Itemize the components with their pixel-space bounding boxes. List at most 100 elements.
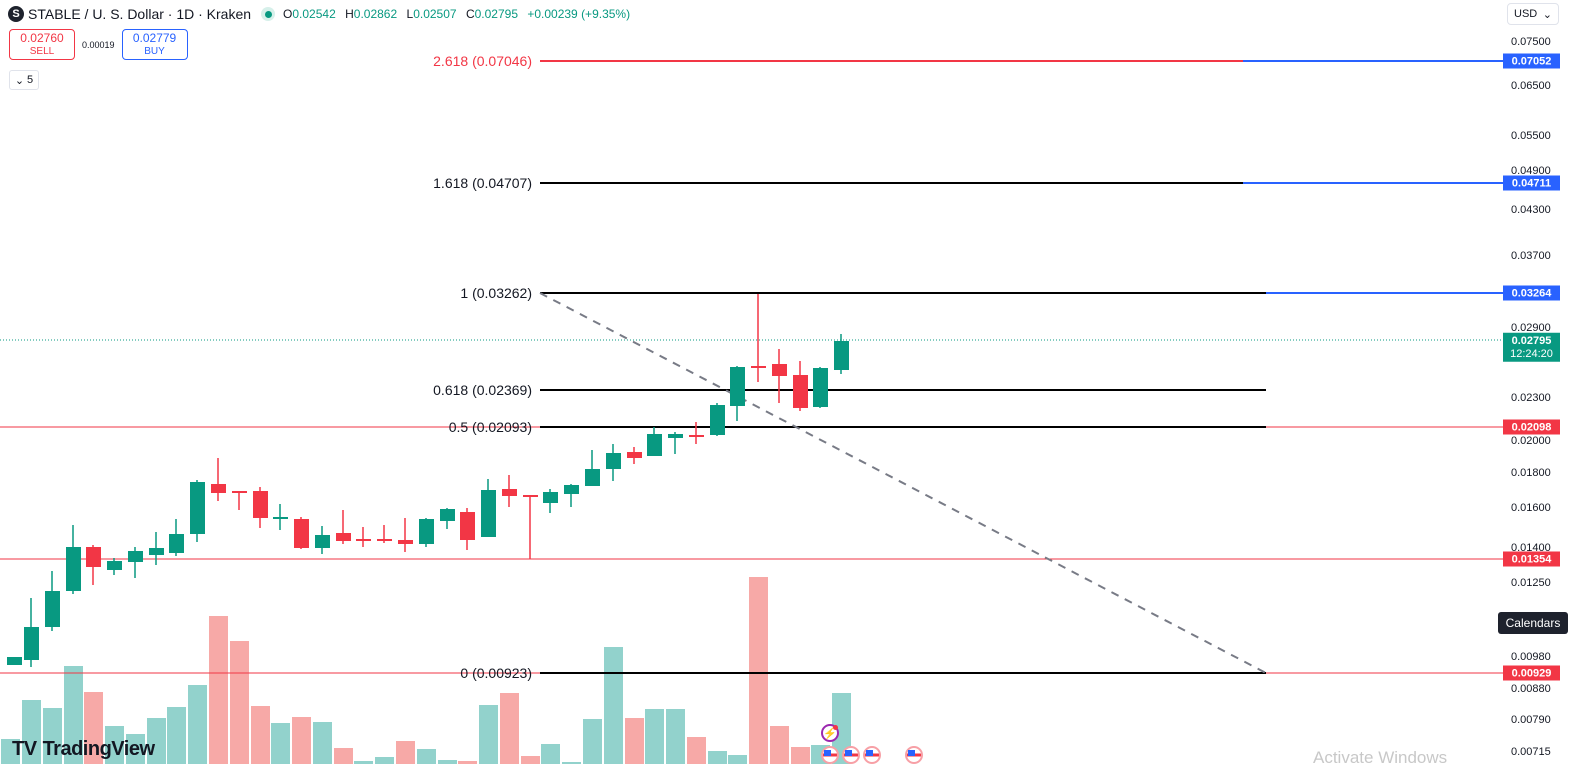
- fib-level-label: 0.5 (0.02093): [448, 419, 532, 435]
- candle-body: [689, 435, 704, 437]
- volume-bar: [521, 756, 540, 764]
- volume-bar: [375, 757, 394, 764]
- last-price-label: 0.02795 12:24:20: [1503, 332, 1560, 362]
- candle-body: [523, 495, 538, 497]
- volume-bar: [791, 747, 810, 764]
- volume-bar: [188, 685, 207, 764]
- earnings-flash-icon[interactable]: ⚡: [821, 724, 839, 742]
- candle-body: [627, 452, 642, 458]
- volume-bar: [562, 762, 581, 764]
- volume-bar: [687, 737, 706, 764]
- calendars-button[interactable]: Calendars: [1498, 612, 1568, 634]
- price-label: 0.04711: [1503, 175, 1560, 191]
- price-label: 0.02098: [1503, 419, 1560, 435]
- candle-body: [585, 469, 600, 486]
- volume-bar: [625, 718, 644, 764]
- candle-body: [377, 539, 392, 541]
- volume-bar: [271, 723, 290, 764]
- candle-body: [107, 561, 122, 570]
- volume-bar: [583, 719, 602, 764]
- candle-body: [7, 657, 22, 665]
- volume-bar: [84, 692, 103, 764]
- price-label: 0.00929: [1503, 665, 1560, 681]
- volume-bar: [604, 647, 623, 764]
- fib-retracement[interactable]: [539, 60, 1503, 674]
- open-value: 0.02542: [292, 7, 336, 21]
- candle-body: [710, 405, 725, 435]
- volume-bar: [458, 761, 477, 764]
- sell-button[interactable]: 0.02760 SELL: [9, 29, 75, 60]
- chevron-down-icon: ⌄: [1542, 8, 1552, 21]
- candle-body: [190, 482, 205, 534]
- tradingview-logo[interactable]: TV TradingView: [12, 738, 155, 761]
- price-tick: 0.01400: [1511, 542, 1551, 554]
- volume-bar: [500, 693, 519, 764]
- volume-bar: [770, 726, 789, 764]
- fib-level-label: 1 (0.03262): [460, 285, 532, 301]
- volume-bar: [334, 748, 353, 764]
- candle-body: [772, 364, 787, 376]
- us-flag-event-icon[interactable]: [821, 746, 839, 764]
- volume-bar: [292, 717, 311, 764]
- fib-level-label: 0.618 (0.02369): [433, 382, 532, 398]
- volume-bar: [313, 722, 332, 764]
- price-tick: 0.01800: [1511, 467, 1551, 479]
- volume-bar: [541, 744, 560, 764]
- volume-bar: [728, 755, 747, 764]
- volume-bar: [105, 726, 124, 764]
- bar-countdown: 12:24:20: [1510, 347, 1553, 360]
- candle-body: [793, 375, 808, 408]
- close-value: 0.02795: [474, 7, 518, 21]
- sell-price: 0.02760: [20, 30, 64, 45]
- us-flag-event-icon[interactable]: [863, 746, 881, 764]
- buy-price: 0.02779: [132, 30, 177, 45]
- price-tick: 0.05500: [1511, 130, 1551, 142]
- price-tick: 0.07500: [1511, 36, 1551, 48]
- candle-body: [356, 539, 371, 541]
- tradingview-mark-icon: TV: [12, 738, 37, 760]
- volume-bar: [1, 739, 20, 764]
- volume-bar: [417, 749, 436, 764]
- price-tick: 0.00880: [1511, 683, 1551, 695]
- change-value: +0.00239 (+9.35%): [527, 7, 631, 21]
- candle-body: [398, 540, 413, 544]
- fib-trend-line[interactable]: [539, 292, 1267, 674]
- volume-bar: [126, 734, 145, 764]
- ohlc-values: O0.02542 H0.02862 L0.02507 C0.02795 +0.0…: [283, 7, 631, 21]
- sell-label: SELL: [29, 45, 55, 57]
- indicators-toggle-button[interactable]: ⌄ 5: [9, 70, 39, 90]
- spread-value: 0.00019: [82, 39, 115, 50]
- volume-bar: [708, 751, 727, 764]
- price-label: 0.07052: [1503, 53, 1560, 69]
- activate-windows-watermark: Activate Windows: [1313, 748, 1448, 767]
- volume-bar: [438, 760, 457, 764]
- candle-body: [419, 519, 434, 544]
- volume-bar: [354, 761, 373, 764]
- candle-body: [606, 453, 621, 469]
- candle-body: [813, 368, 828, 407]
- buy-button[interactable]: 0.02779 BUY: [121, 29, 188, 60]
- price-tick: 0.02300: [1511, 392, 1551, 404]
- volume-bar: [645, 709, 664, 764]
- fib-level-label: 2.618 (0.07046): [433, 53, 532, 69]
- trade-panel: 0.02760 SELL 0.00019 0.02779 BUY: [9, 29, 188, 60]
- price-tick: 0.00980: [1511, 651, 1551, 663]
- candle-body: [730, 367, 745, 406]
- symbol-title[interactable]: STABLE / U. S. Dollar · 1D · Kraken: [28, 6, 252, 22]
- volume-bar: [230, 641, 249, 764]
- market-open-icon: [261, 7, 276, 21]
- price-tick: 0.00790: [1511, 714, 1551, 726]
- volume-bar: [251, 706, 270, 764]
- candle-body: [253, 491, 268, 518]
- volume-bar: [479, 705, 498, 764]
- volume-bar: [147, 718, 166, 764]
- us-flag-event-icon[interactable]: [905, 746, 923, 764]
- candle-body: [149, 548, 164, 555]
- us-flag-event-icon[interactable]: [842, 746, 860, 764]
- price-label: 0.03264: [1503, 285, 1560, 301]
- candle-body: [440, 509, 455, 521]
- price-tick: 0.04300: [1511, 204, 1551, 216]
- currency-selector[interactable]: USD ⌄: [1507, 3, 1559, 25]
- volume-bar: [22, 700, 41, 764]
